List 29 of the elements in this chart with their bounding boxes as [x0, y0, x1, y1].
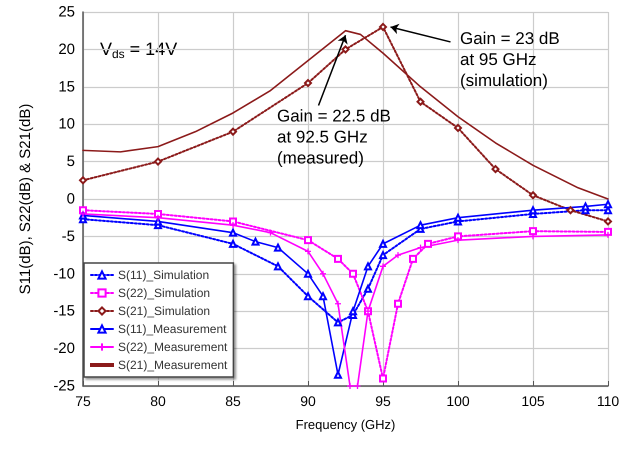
- x-tick-label: 95: [375, 393, 391, 409]
- y-tick-label: 25: [58, 4, 75, 20]
- annotation: Gain = 23 dB at 95 GHz (simulation): [460, 28, 560, 90]
- y-tick-label: 15: [58, 78, 75, 96]
- legend-label: S(21)_Simulation: [118, 304, 210, 318]
- legend-label: S(22)_Measurement: [118, 340, 228, 354]
- y-tick-label: 5: [66, 153, 75, 170]
- legend-label: S(11)_Measurement: [118, 322, 228, 336]
- annotation: Gain = 22.5 dB at 92.5 GHz (measured): [277, 106, 391, 168]
- x-tick-label: 100: [446, 393, 470, 409]
- y-tick-label: 20: [58, 40, 75, 58]
- y-tick-label: 0: [66, 190, 75, 208]
- y-tick-label: -15: [53, 302, 75, 320]
- y-tick-label: -25: [53, 378, 75, 394]
- x-tick-label: 110: [596, 393, 620, 409]
- x-tick-label: 105: [521, 393, 545, 409]
- x-tick-label: 85: [225, 393, 241, 409]
- y-tick-label: -20: [53, 340, 75, 358]
- legend-label: S(11)_Simulation: [118, 268, 210, 282]
- x-tick-label: 75: [75, 393, 91, 409]
- y-tick-label: -10: [53, 265, 75, 282]
- y-tick-label: 10: [58, 116, 75, 133]
- x-tick-label: 80: [150, 393, 166, 409]
- legend-label: S(22)_Simulation: [118, 286, 210, 300]
- y-axis-title: S11(dB), S22(dB) & S21(dB): [17, 104, 34, 294]
- legend-label: S(21)_Measurement: [118, 358, 228, 372]
- x-axis-title: Frequency (GHz): [296, 417, 396, 432]
- x-tick-label: 90: [300, 393, 316, 409]
- y-tick-label: -5: [62, 228, 75, 245]
